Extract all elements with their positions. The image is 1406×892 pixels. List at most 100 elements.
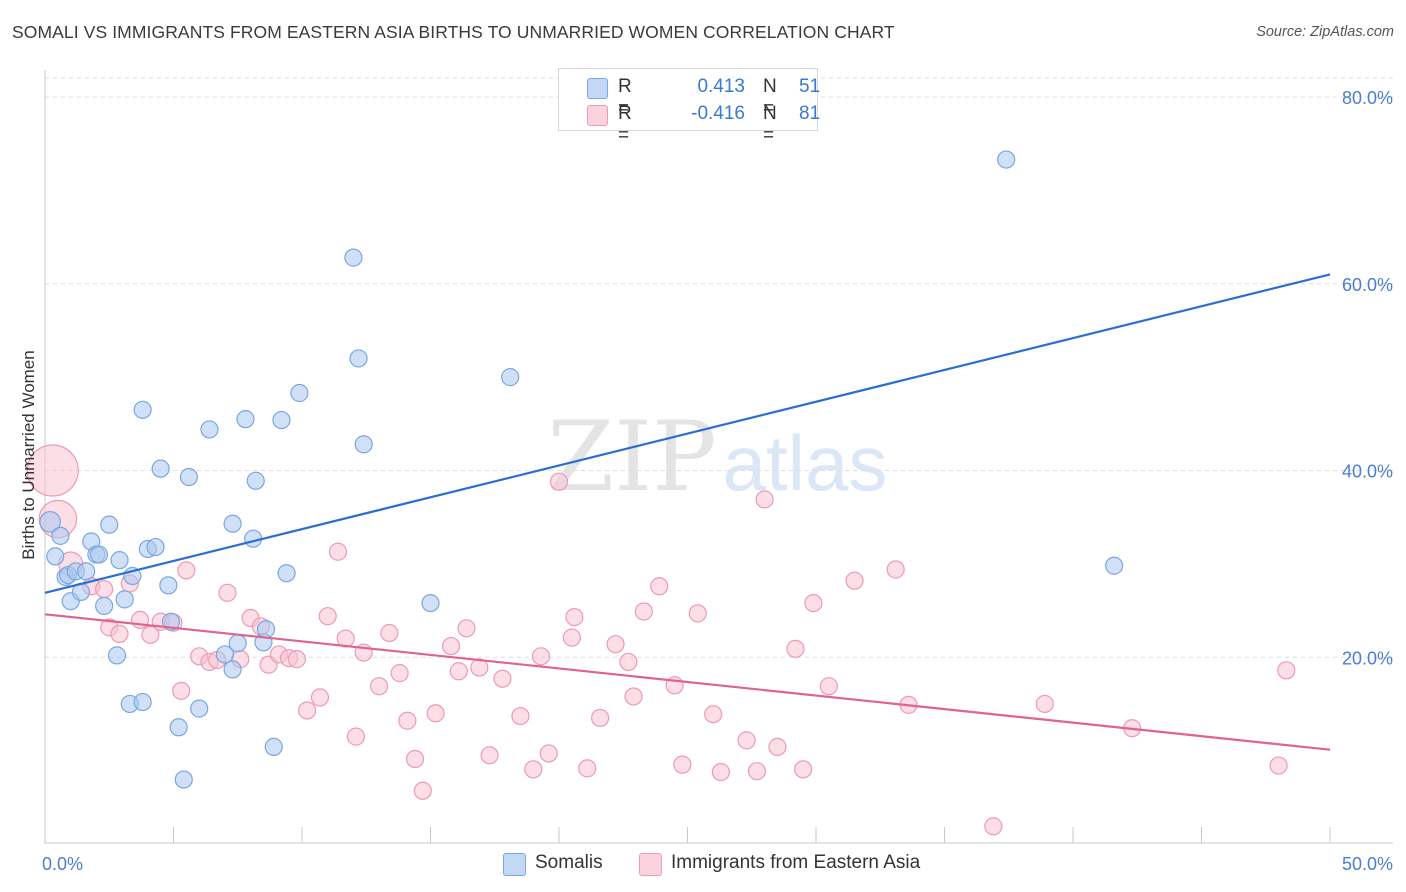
- legend-n-value: 51: [799, 76, 821, 97]
- somali-point: [46, 547, 65, 566]
- eastern-asia-point: [650, 577, 669, 596]
- trend-lines: [44, 273, 1331, 751]
- somali-point: [223, 660, 242, 679]
- eastern-asia-point: [755, 490, 774, 509]
- eastern-asia-point: [819, 677, 838, 696]
- somali-point: [39, 511, 61, 533]
- eastern-asia-point: [565, 607, 584, 627]
- source-credit: Source: ZipAtlas.com: [1256, 24, 1394, 40]
- eastern-asia-point: [747, 762, 766, 781]
- x-tick-label-min: 0.0%: [42, 854, 83, 874]
- eastern-asia-point: [606, 635, 625, 654]
- eastern-asia-point: [1277, 661, 1296, 680]
- somali-point: [215, 645, 234, 664]
- somali-point: [77, 562, 96, 581]
- eastern-asia-point: [845, 571, 864, 590]
- legend-r-label: R =: [618, 76, 632, 119]
- eastern-asia-point: [794, 760, 813, 779]
- legend-n-label: N =: [763, 76, 777, 119]
- bottom-legend-swatch-somalis: [503, 853, 526, 876]
- eastern-asia-trend-line: [44, 613, 1331, 751]
- eastern-asia-point: [549, 472, 569, 491]
- eastern-asia-point: [539, 744, 558, 763]
- somali-point: [151, 459, 170, 478]
- eastern-asia-point: [26, 444, 79, 497]
- somali-point: [95, 596, 114, 615]
- eastern-asia-point: [177, 561, 196, 580]
- axes: [44, 70, 1393, 844]
- somali-point: [223, 514, 242, 533]
- eastern-asia-point: [578, 759, 597, 778]
- legend-n-value: 81: [799, 103, 821, 124]
- y-tick-label: 80.0%: [1342, 88, 1393, 108]
- eastern-asia-point: [673, 755, 692, 774]
- eastern-asia-point: [531, 647, 551, 666]
- eastern-asia-point: [310, 688, 330, 707]
- somali-point: [246, 471, 265, 490]
- somali-point: [200, 420, 219, 439]
- bottom-legend-label: Immigrants from Eastern Asia: [671, 852, 921, 873]
- somali-point: [190, 699, 209, 718]
- tick-labels: 20.0% 40.0% 60.0% 80.0% 0.0% 50.0%: [42, 88, 1393, 874]
- eastern-asia-point: [1269, 756, 1288, 775]
- eastern-asia-point: [218, 583, 237, 602]
- eastern-asia-point: [768, 737, 787, 756]
- somali-point: [236, 410, 255, 429]
- eastern-asia-point: [318, 607, 337, 626]
- chart-title: SOMALI VS IMMIGRANTS FROM EASTERN ASIA B…: [12, 22, 895, 42]
- somali-trend-line: [44, 273, 1331, 594]
- somali-point: [110, 551, 129, 570]
- eastern-asia-point: [346, 727, 366, 746]
- eastern-asia-point: [786, 639, 805, 658]
- eastern-asia-point: [328, 542, 348, 561]
- correlation-legend: R = 0.413 N = 51 R = -0.416 N = 81: [558, 68, 821, 146]
- eastern-asia-point: [95, 579, 114, 599]
- eastern-asia-point: [398, 711, 417, 730]
- y-tick-label: 60.0%: [1342, 275, 1393, 295]
- somali-point: [159, 576, 178, 595]
- legend-swatch-somalis: [587, 78, 608, 99]
- somali-point: [349, 349, 368, 368]
- somali-point: [997, 150, 1016, 169]
- eastern-asia-point: [1035, 694, 1054, 714]
- somali-point: [100, 515, 119, 534]
- eastern-asia-point: [886, 560, 905, 579]
- x-tick-label-max: 50.0%: [1342, 854, 1393, 874]
- legend-r-value: -0.416: [691, 103, 745, 124]
- eastern-asia-point: [524, 760, 543, 779]
- somali-point: [169, 718, 188, 737]
- somali-point: [344, 248, 363, 267]
- eastern-asia-point: [370, 677, 389, 696]
- somali-point: [174, 770, 193, 789]
- eastern-asia-point: [562, 628, 581, 647]
- eastern-asia-point: [405, 749, 425, 769]
- gridlines: [45, 77, 1393, 658]
- somali-point: [354, 435, 373, 454]
- eastern-asia-point: [591, 708, 610, 728]
- eastern-asia-point: [511, 706, 530, 726]
- somali-point: [228, 634, 247, 653]
- eastern-asia-point: [711, 763, 731, 782]
- eastern-asia-point: [390, 664, 409, 683]
- eastern-asia-point: [984, 817, 1003, 836]
- y-tick-label: 40.0%: [1342, 462, 1393, 482]
- eastern-asia-point: [804, 593, 823, 613]
- eastern-asia-point: [110, 624, 129, 644]
- somali-point: [89, 545, 109, 564]
- somali-point: [421, 593, 440, 613]
- somali-point: [290, 383, 309, 403]
- eastern-asia-point: [449, 662, 468, 681]
- somali-point: [272, 410, 291, 430]
- eastern-asia-point: [624, 687, 643, 706]
- eastern-asia-point: [480, 746, 499, 765]
- somali-point: [107, 646, 127, 665]
- legend-n-label: N =: [763, 103, 777, 146]
- watermark: ZIP atlas: [547, 401, 887, 513]
- y-tick-label: 20.0%: [1342, 648, 1393, 668]
- eastern-asia-point: [287, 650, 306, 669]
- eastern-asia-point: [737, 731, 756, 750]
- eastern-asia-point: [688, 604, 707, 623]
- somali-point: [264, 737, 283, 756]
- legend-r-label: R =: [618, 103, 632, 146]
- somali-point: [115, 590, 134, 609]
